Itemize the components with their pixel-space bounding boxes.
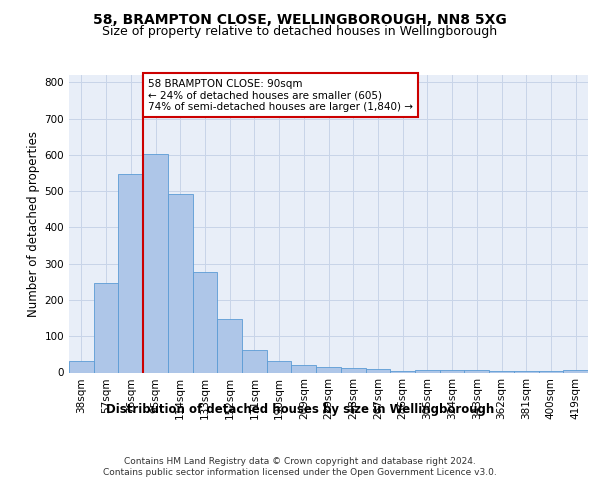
Bar: [118, 174, 143, 372]
Bar: [94, 282, 118, 372]
Bar: [316, 367, 341, 372]
Text: Contains HM Land Registry data © Crown copyright and database right 2024.
Contai: Contains HM Land Registry data © Crown c…: [103, 458, 497, 477]
Bar: [390, 370, 415, 372]
Bar: [69, 361, 94, 372]
Bar: [168, 194, 193, 372]
Bar: [514, 370, 539, 372]
Bar: [292, 365, 316, 372]
Bar: [365, 369, 390, 372]
Bar: [193, 272, 217, 372]
Bar: [415, 370, 440, 372]
Text: 58 BRAMPTON CLOSE: 90sqm
← 24% of detached houses are smaller (605)
74% of semi-: 58 BRAMPTON CLOSE: 90sqm ← 24% of detach…: [148, 78, 413, 112]
Bar: [242, 350, 267, 372]
Bar: [217, 319, 242, 372]
Bar: [143, 154, 168, 372]
Bar: [464, 370, 489, 372]
Bar: [440, 370, 464, 372]
Text: Size of property relative to detached houses in Wellingborough: Size of property relative to detached ho…: [103, 25, 497, 38]
Bar: [489, 370, 514, 372]
Bar: [563, 370, 588, 372]
Y-axis label: Number of detached properties: Number of detached properties: [28, 130, 40, 317]
Text: 58, BRAMPTON CLOSE, WELLINGBOROUGH, NN8 5XG: 58, BRAMPTON CLOSE, WELLINGBOROUGH, NN8 …: [93, 12, 507, 26]
Bar: [341, 368, 365, 372]
Text: Distribution of detached houses by size in Wellingborough: Distribution of detached houses by size …: [106, 402, 494, 415]
Bar: [267, 362, 292, 372]
